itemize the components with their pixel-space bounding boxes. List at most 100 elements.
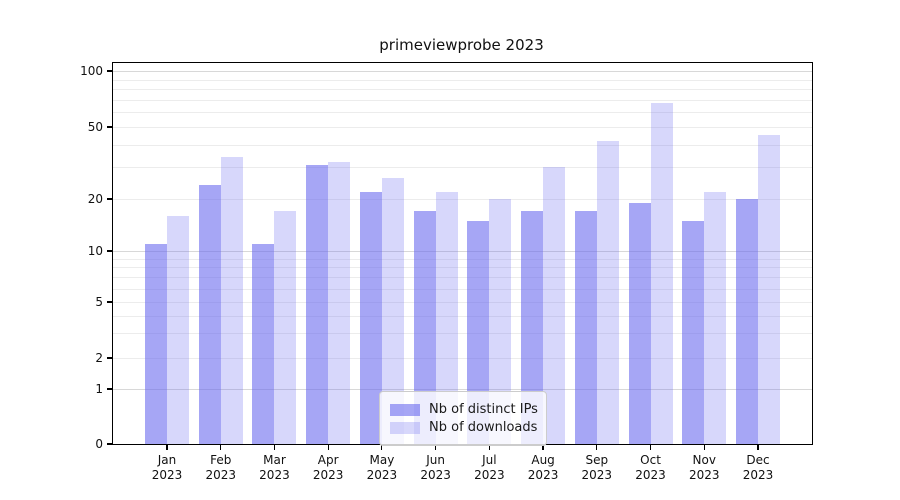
x-tick-label-line: 2023	[259, 468, 290, 482]
x-tick-jun-2023	[435, 444, 437, 450]
gridline-minor-90	[113, 79, 812, 81]
x-tick-label-aug-2023: Aug 2023	[511, 453, 575, 483]
gridline-minor-5	[113, 302, 812, 303]
x-tick-label-line: 2023	[151, 468, 183, 482]
x-tick-label-line: 2023	[366, 468, 398, 482]
x-tick-label-line: 2023	[312, 468, 344, 482]
bar-distinct-ips-jun-2023	[413, 211, 436, 444]
x-tick-jul-2023	[488, 444, 490, 450]
bar-downloads-nov-2023	[704, 191, 727, 444]
chart-title: primeviewprobe 2023	[379, 36, 544, 54]
x-tick-may-2023	[381, 444, 383, 450]
bar-downloads-jun-2023	[435, 191, 458, 444]
bar-distinct-ips-apr-2023	[306, 164, 329, 444]
bar-downloads-jan-2023	[167, 215, 189, 444]
y-tick-1	[107, 388, 113, 390]
y-tick-5	[107, 301, 113, 303]
bar-downloads-feb-2023	[220, 157, 243, 444]
x-tick-label-line: Oct	[640, 453, 661, 467]
x-tick-label-line: Nov	[692, 453, 716, 467]
bar-distinct-ips-dec-2023	[735, 199, 758, 444]
x-tick-label-line: 2023	[205, 468, 236, 482]
y-tick-100	[107, 70, 113, 72]
x-tick-mar-2023	[273, 444, 276, 450]
y-tick-50	[107, 126, 113, 128]
gridline-minor-8	[113, 267, 812, 269]
x-tick-label-line: 2023	[742, 468, 774, 482]
gridline-minor-3	[113, 333, 812, 335]
gridline-minor-6	[113, 288, 812, 290]
y-tick-label-2: 2	[95, 351, 103, 365]
bar-downloads-dec-2023	[757, 135, 780, 444]
legend-label-downloads: Nb of downloads	[429, 420, 538, 435]
x-tick-label-jan-2023: Jan 2023	[135, 453, 199, 483]
plot-area: Nb of distinct IPs Nb of downloads 0 1 2 5 1…	[80, 62, 813, 482]
y-tick-20	[107, 198, 113, 200]
bar-distinct-ips-feb-2023	[198, 184, 221, 444]
x-tick-label-line: Jan	[157, 453, 177, 467]
x-tick-label-line: Dec	[746, 453, 770, 467]
x-tick-label-line: Jun	[426, 453, 445, 467]
y-tick-label-10: 10	[87, 244, 103, 258]
x-tick-label-jul-2023: Jul 2023	[457, 453, 521, 483]
x-tick-feb-2023	[220, 444, 222, 450]
x-tick-label-line: Sep	[585, 453, 609, 467]
y-tick-2	[107, 357, 113, 359]
legend-swatch-distinct-ips	[390, 403, 420, 416]
x-tick-label-apr-2023: Apr 2023	[296, 453, 360, 483]
x-tick-label-line: Feb	[210, 453, 232, 467]
bar-distinct-ips-sep-2023	[574, 211, 597, 444]
bar-downloads-sep-2023	[596, 140, 619, 444]
x-tick-label-dec-2023: Dec 2023	[726, 453, 790, 483]
gridline-minor-30	[113, 167, 812, 169]
x-tick-label-oct-2023: Oct 2023	[619, 453, 683, 483]
x-tick-dec-2023	[757, 444, 759, 450]
x-tick-label-line: May	[369, 453, 395, 467]
legend: Nb of distinct IPs Nb of downloads	[379, 391, 547, 446]
gridline-minor-2	[113, 358, 812, 359]
x-tick-oct-2023	[649, 444, 652, 450]
bar-distinct-ips-jan-2023	[145, 243, 167, 444]
x-tick-sep-2023	[596, 444, 598, 450]
bar-downloads-may-2023	[381, 178, 404, 444]
gridline-minor-7	[113, 277, 812, 279]
x-tick-label-line: 2023	[688, 468, 720, 482]
gridline-minor-80	[113, 89, 812, 91]
gridline-minor-20	[113, 199, 812, 200]
bar-downloads-aug-2023	[543, 167, 566, 444]
x-tick-label-line: 2023	[420, 468, 451, 482]
x-tick-jan-2023	[166, 444, 168, 450]
x-tick-label-sep-2023: Sep 2023	[565, 453, 629, 483]
x-tick-label-nov-2023: Nov 2023	[672, 453, 736, 483]
y-tick-label-5: 5	[95, 295, 103, 309]
x-tick-aug-2023	[542, 444, 544, 450]
x-tick-label-line: Jul	[482, 453, 497, 467]
legend-item-distinct-ips: Nb of distinct IPs	[390, 402, 538, 417]
gridline-minor-70	[113, 99, 812, 101]
x-tick-label-mar-2023: Mar 2023	[242, 453, 306, 483]
x-tick-label-feb-2023: Feb 2023	[189, 453, 253, 483]
bar-downloads-apr-2023	[328, 162, 351, 444]
bar-downloads-jul-2023	[489, 199, 512, 444]
gridline-minor-60	[113, 112, 812, 114]
y-tick-label-0: 0	[95, 437, 103, 451]
y-tick-label-20: 20	[87, 192, 103, 206]
gridline-major-100	[113, 71, 812, 72]
bar-downloads-oct-2023	[650, 103, 673, 444]
x-tick-label-may-2023: May 2023	[350, 453, 414, 483]
x-tick-label-line: 2023	[527, 468, 559, 482]
y-tick-label-50: 50	[87, 120, 103, 134]
x-tick-label-line: 2023	[581, 468, 613, 482]
gridline-minor-40	[113, 144, 812, 146]
y-tick-label-100: 100	[80, 64, 103, 78]
bar-distinct-ips-may-2023	[359, 191, 382, 444]
legend-item-downloads: Nb of downloads	[390, 420, 538, 435]
bar-distinct-ips-nov-2023	[682, 220, 705, 444]
gridline-minor-50	[113, 127, 812, 128]
y-tick-0	[107, 443, 113, 445]
x-tick-label-line: Aug	[531, 453, 555, 467]
gridline-minor-9	[113, 258, 812, 260]
legend-label-distinct-ips: Nb of distinct IPs	[429, 402, 538, 417]
x-tick-label-line: Apr	[317, 453, 339, 467]
gridline-major-1	[113, 389, 812, 390]
